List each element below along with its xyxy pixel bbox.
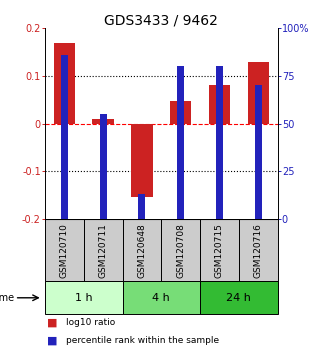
Text: ■: ■ [47,317,58,327]
Bar [123,219,161,281]
Text: GSM120648: GSM120648 [137,223,146,278]
Bar [161,219,200,281]
Bar [84,219,123,281]
Bar [92,119,114,124]
Bar [200,219,239,281]
Text: GSM120715: GSM120715 [215,223,224,278]
Bar [100,114,107,219]
Text: GSM120716: GSM120716 [254,223,263,278]
Bar [54,42,75,124]
Text: 24 h: 24 h [226,293,251,303]
Text: GSM120708: GSM120708 [176,223,185,278]
Bar [209,85,230,124]
Text: 4 h: 4 h [152,293,170,303]
Bar [170,101,191,124]
Bar [131,124,152,198]
Text: percentile rank within the sample: percentile rank within the sample [66,336,219,345]
Title: GDS3433 / 9462: GDS3433 / 9462 [104,13,218,27]
Bar [216,67,223,219]
Bar [138,194,145,219]
Text: GSM120710: GSM120710 [60,223,69,278]
Text: ■: ■ [47,335,58,346]
Text: GSM120711: GSM120711 [99,223,108,278]
Bar [239,219,278,281]
Bar [123,281,200,314]
Bar [45,219,84,281]
Text: log10 ratio: log10 ratio [66,318,115,327]
Bar [45,281,123,314]
Bar [177,67,184,219]
Bar [255,85,262,219]
Bar [200,281,278,314]
Text: time: time [0,293,15,303]
Bar [61,55,68,219]
Bar [247,62,269,124]
Text: 1 h: 1 h [75,293,92,303]
